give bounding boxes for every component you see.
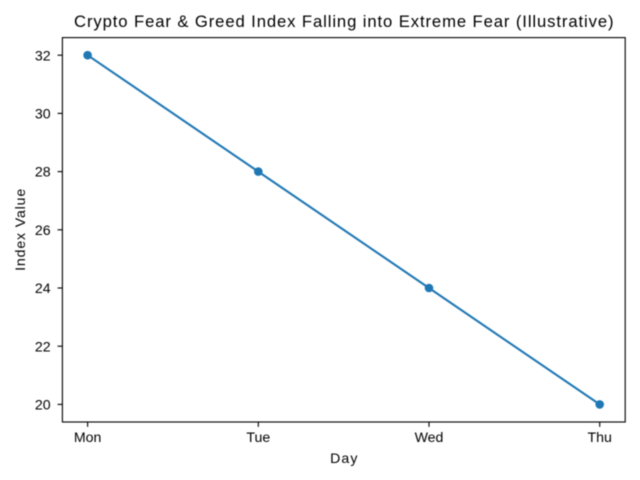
- svg-text:Index Value: Index Value: [12, 189, 28, 271]
- svg-text:20: 20: [35, 397, 51, 413]
- svg-text:Tue: Tue: [246, 429, 270, 445]
- svg-text:28: 28: [35, 164, 51, 180]
- svg-text:24: 24: [35, 280, 51, 296]
- svg-text:Day: Day: [330, 450, 358, 466]
- svg-text:32: 32: [35, 47, 51, 63]
- svg-text:Crypto Fear & Greed Index Fall: Crypto Fear & Greed Index Falling into E…: [74, 12, 614, 31]
- svg-text:26: 26: [35, 222, 51, 238]
- svg-text:22: 22: [35, 338, 51, 354]
- svg-text:Wed: Wed: [415, 429, 444, 445]
- svg-text:Mon: Mon: [74, 429, 102, 445]
- svg-text:Thu: Thu: [588, 429, 612, 445]
- svg-text:30: 30: [35, 106, 51, 122]
